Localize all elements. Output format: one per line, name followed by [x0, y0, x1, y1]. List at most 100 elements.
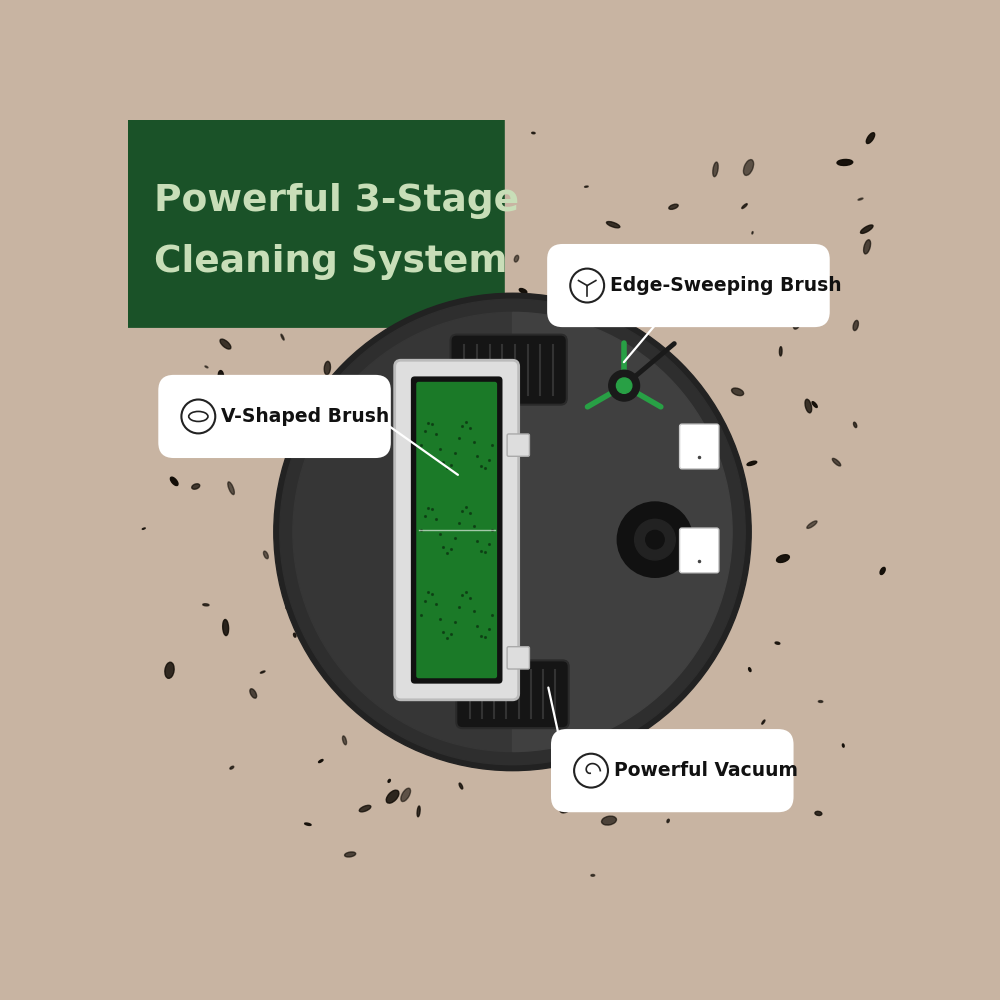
FancyBboxPatch shape	[128, 209, 189, 309]
Ellipse shape	[731, 286, 734, 287]
Ellipse shape	[416, 263, 423, 279]
Ellipse shape	[799, 291, 810, 297]
Ellipse shape	[352, 441, 354, 446]
Ellipse shape	[735, 767, 739, 772]
Ellipse shape	[364, 633, 376, 641]
Ellipse shape	[375, 559, 384, 564]
Ellipse shape	[807, 521, 817, 528]
Ellipse shape	[392, 176, 405, 186]
Ellipse shape	[423, 672, 434, 683]
Ellipse shape	[793, 318, 801, 329]
FancyBboxPatch shape	[128, 120, 189, 220]
Ellipse shape	[880, 567, 885, 574]
Ellipse shape	[842, 744, 844, 747]
Ellipse shape	[478, 287, 481, 292]
Ellipse shape	[159, 193, 163, 199]
Wedge shape	[512, 312, 732, 752]
Ellipse shape	[853, 422, 857, 428]
FancyBboxPatch shape	[411, 376, 502, 684]
Ellipse shape	[818, 701, 823, 702]
Ellipse shape	[832, 458, 841, 466]
FancyBboxPatch shape	[680, 424, 719, 469]
Ellipse shape	[853, 320, 858, 331]
Ellipse shape	[732, 388, 744, 396]
Ellipse shape	[730, 504, 732, 508]
Ellipse shape	[815, 811, 822, 815]
Ellipse shape	[644, 755, 660, 764]
Ellipse shape	[742, 315, 745, 320]
Ellipse shape	[307, 201, 314, 206]
Ellipse shape	[837, 159, 853, 165]
Ellipse shape	[192, 484, 200, 489]
Ellipse shape	[866, 133, 875, 144]
Ellipse shape	[165, 662, 174, 678]
Ellipse shape	[319, 760, 323, 763]
Ellipse shape	[260, 671, 265, 673]
Ellipse shape	[218, 170, 229, 176]
Ellipse shape	[401, 788, 411, 802]
Ellipse shape	[749, 668, 751, 672]
Ellipse shape	[747, 461, 757, 466]
Ellipse shape	[805, 399, 812, 413]
Ellipse shape	[263, 551, 268, 559]
Ellipse shape	[602, 816, 616, 825]
Ellipse shape	[407, 141, 412, 157]
Ellipse shape	[170, 477, 178, 486]
Ellipse shape	[612, 476, 615, 480]
Ellipse shape	[187, 397, 190, 398]
Ellipse shape	[608, 353, 612, 362]
Ellipse shape	[501, 632, 513, 637]
Ellipse shape	[606, 222, 620, 228]
Ellipse shape	[424, 395, 433, 399]
Ellipse shape	[223, 619, 229, 636]
Ellipse shape	[597, 602, 606, 606]
Ellipse shape	[560, 805, 571, 813]
Ellipse shape	[345, 852, 356, 857]
Ellipse shape	[457, 658, 465, 667]
FancyBboxPatch shape	[507, 647, 529, 669]
Ellipse shape	[377, 314, 385, 324]
Ellipse shape	[342, 736, 347, 745]
Circle shape	[646, 530, 664, 549]
Ellipse shape	[205, 366, 208, 368]
Ellipse shape	[858, 198, 863, 200]
FancyBboxPatch shape	[456, 660, 569, 728]
Ellipse shape	[545, 455, 559, 463]
Ellipse shape	[396, 435, 404, 439]
Ellipse shape	[238, 281, 243, 284]
Wedge shape	[293, 312, 512, 752]
Ellipse shape	[173, 226, 185, 231]
Circle shape	[274, 293, 751, 771]
Ellipse shape	[463, 594, 470, 601]
Ellipse shape	[369, 491, 376, 506]
Ellipse shape	[532, 132, 535, 134]
Ellipse shape	[459, 783, 463, 789]
Ellipse shape	[218, 371, 223, 380]
Circle shape	[616, 378, 632, 393]
Ellipse shape	[699, 411, 711, 417]
Ellipse shape	[519, 289, 527, 293]
Ellipse shape	[391, 261, 395, 264]
FancyBboxPatch shape	[551, 729, 794, 812]
Ellipse shape	[596, 475, 610, 485]
Ellipse shape	[687, 274, 692, 278]
Ellipse shape	[230, 766, 234, 769]
Ellipse shape	[150, 149, 158, 163]
Ellipse shape	[388, 779, 390, 782]
Ellipse shape	[305, 823, 311, 825]
FancyBboxPatch shape	[108, 101, 505, 328]
Ellipse shape	[324, 361, 330, 375]
Ellipse shape	[244, 178, 248, 188]
FancyBboxPatch shape	[680, 528, 719, 573]
Ellipse shape	[534, 698, 540, 701]
Ellipse shape	[777, 555, 789, 562]
Ellipse shape	[415, 406, 421, 414]
Ellipse shape	[667, 819, 669, 823]
Ellipse shape	[540, 738, 556, 747]
Text: V-Shaped Brush: V-Shaped Brush	[221, 407, 390, 426]
Ellipse shape	[545, 355, 553, 365]
Text: Cleaning System: Cleaning System	[154, 244, 508, 280]
Ellipse shape	[693, 435, 704, 449]
Ellipse shape	[465, 211, 472, 214]
Circle shape	[609, 370, 640, 401]
